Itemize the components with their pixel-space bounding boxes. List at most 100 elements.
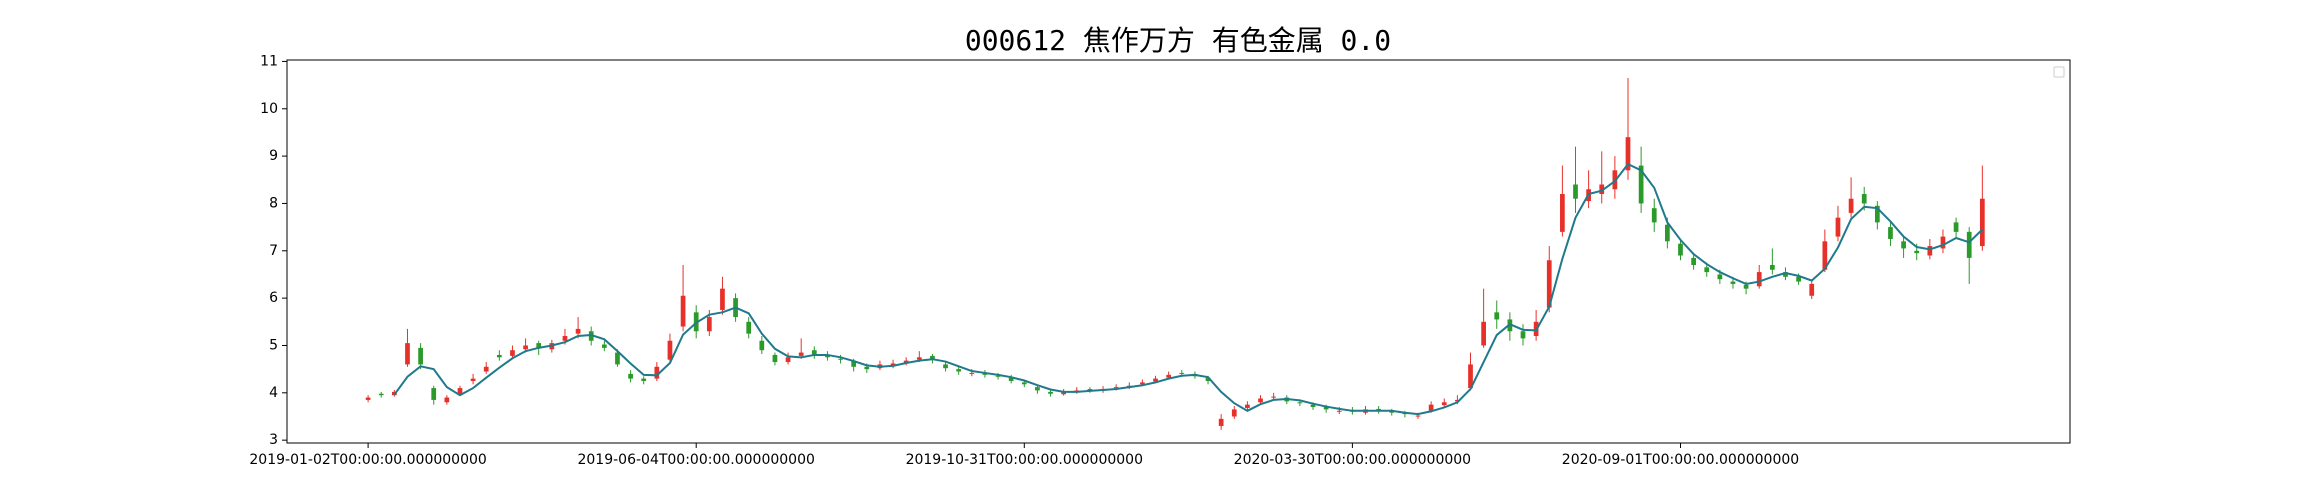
candle-body (1218, 418, 1224, 426)
candle-body (995, 375, 1001, 377)
candle-body (1113, 387, 1119, 389)
candle-body (1494, 312, 1500, 320)
candle-body (1205, 377, 1211, 381)
y-tick-label: 5 (269, 337, 278, 353)
candle-body (1940, 236, 1946, 249)
candle-body (1966, 231, 1972, 258)
candle-body (1704, 267, 1710, 273)
candle-body (1336, 410, 1342, 412)
candle-body (759, 340, 765, 351)
candle-body (1441, 402, 1447, 406)
candle-body (496, 354, 502, 358)
candle-body (1179, 372, 1185, 374)
candle-body (1323, 407, 1329, 410)
candle-body (746, 321, 752, 334)
candle-body (405, 343, 410, 365)
candle-body (1651, 208, 1657, 223)
candle-body (916, 357, 922, 360)
candle-body (1835, 217, 1841, 237)
candle-body (1271, 396, 1277, 398)
candle-body (1979, 198, 1985, 247)
candle-body (1428, 404, 1434, 411)
candle-body (1245, 404, 1250, 408)
candle-body (1809, 283, 1815, 296)
candle-body (680, 295, 686, 327)
x-tick-label: 2019-01-02T00:00:00.000000000 (249, 452, 486, 468)
candle-body (811, 350, 817, 355)
candle-body (378, 393, 384, 396)
y-tick-label: 3 (269, 432, 278, 448)
candle-body (969, 372, 975, 374)
candle-body (772, 354, 778, 363)
candle-body (890, 363, 896, 366)
candle-body (943, 364, 948, 369)
candle-body (562, 336, 568, 341)
candle-body (1035, 387, 1040, 391)
candle-body (1769, 264, 1775, 270)
candle-body (510, 350, 515, 356)
candle-body (641, 378, 647, 381)
candle-body (457, 388, 463, 394)
y-tick-label: 4 (269, 385, 278, 401)
y-tick-label: 8 (269, 195, 278, 211)
candle-body (1166, 374, 1172, 378)
candle-body (956, 369, 962, 372)
candle-body (1087, 389, 1093, 391)
candle-body (1520, 331, 1526, 339)
chart-title: 000612 焦作万方 有色金属 0.0 (965, 24, 1391, 57)
candle-body (1573, 184, 1578, 199)
candle-body (1717, 274, 1723, 280)
candle-body (1874, 205, 1880, 223)
candle-body (1756, 272, 1762, 287)
y-tick-label: 9 (269, 148, 278, 164)
candle-body (1415, 415, 1421, 417)
candle-body (365, 397, 371, 400)
candle-body (1560, 193, 1565, 232)
candle-body (1048, 391, 1053, 394)
candle-body (431, 388, 437, 400)
x-tick-label: 2020-09-01T00:00:00.000000000 (1562, 452, 1799, 468)
candle-body (418, 347, 423, 365)
candle-body (851, 360, 857, 367)
candle-body (1822, 241, 1828, 270)
plot-area (365, 77, 1985, 430)
candle-body (615, 352, 620, 365)
candle-body (1888, 227, 1893, 239)
candle-body (1678, 243, 1683, 256)
candle-body (1468, 364, 1473, 389)
candle-body (798, 352, 804, 356)
candle-body (838, 358, 843, 360)
candle-body (785, 357, 791, 363)
candle-body (1140, 382, 1145, 385)
candle-body (864, 366, 870, 370)
candle-body (1664, 224, 1670, 242)
moving-average-line (393, 162, 1984, 416)
candle-body (1008, 377, 1014, 381)
x-tick-label: 2019-10-31T00:00:00.000000000 (906, 452, 1143, 468)
candle-body (1455, 399, 1460, 402)
candle-body (1021, 382, 1027, 385)
candle-body (536, 343, 542, 348)
candle-body (1258, 398, 1263, 403)
candle-body (1153, 378, 1158, 382)
candle-body (628, 373, 633, 379)
candle-body (1783, 272, 1788, 277)
candle-body (444, 397, 450, 403)
candle-body (1638, 165, 1644, 204)
candle-body (1927, 246, 1933, 256)
candle-body (523, 345, 528, 350)
candle-body (1625, 137, 1631, 171)
y-tick-label: 11 (260, 53, 278, 69)
candle-body (706, 317, 712, 332)
candle-body (1061, 391, 1067, 395)
candle-body (1297, 402, 1303, 404)
candle-body (1848, 198, 1854, 213)
plot-frame (286, 59, 2071, 444)
candle-body (1599, 184, 1605, 194)
y-tick-label: 6 (269, 290, 278, 306)
candle-body (483, 366, 489, 372)
candle-body (1953, 222, 1959, 232)
candle-body (825, 354, 830, 358)
candle-body (575, 328, 581, 334)
